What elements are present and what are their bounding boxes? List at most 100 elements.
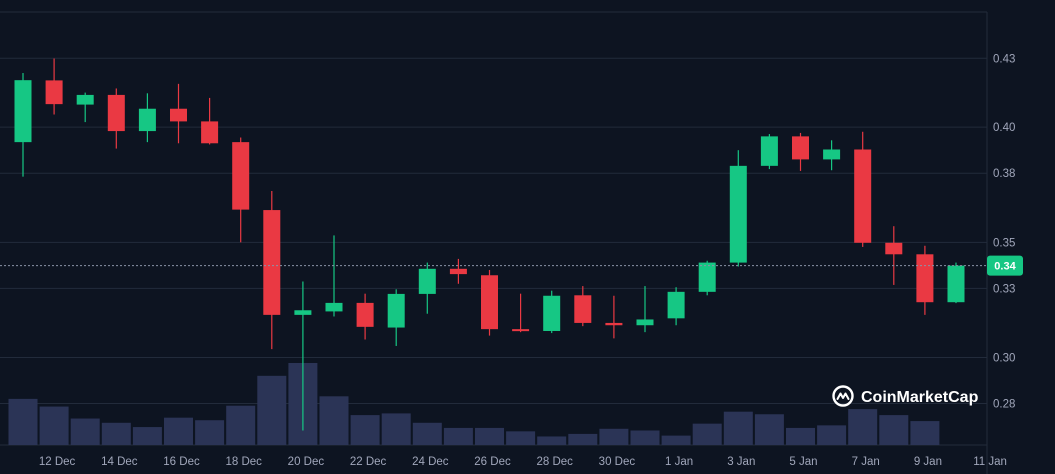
x-tick-label: 11 Jan: [973, 456, 1007, 468]
volume-bar: [257, 375, 287, 445]
candle-body: [636, 319, 654, 326]
candle-body: [512, 329, 530, 332]
volume-bar: [132, 427, 162, 445]
candle-down: [916, 245, 934, 315]
volume-bar: [910, 421, 940, 445]
candle-up: [698, 260, 716, 296]
candle-body: [916, 254, 934, 303]
x-tick-label: 14 Dec: [101, 456, 138, 468]
candle-up: [823, 140, 841, 171]
candle-down: [232, 137, 250, 243]
volume-bar: [350, 415, 380, 445]
current-price-label: 0.34: [994, 261, 1016, 273]
coinmarketcap-logo-icon: [832, 385, 854, 407]
candle-up: [418, 262, 436, 314]
volume-bar: [630, 430, 660, 445]
volume-bar: [164, 417, 193, 445]
candle-up: [667, 287, 685, 326]
volume-bar: [786, 427, 815, 445]
candle-down: [356, 293, 374, 340]
current-price-badge-bg: [987, 255, 1023, 276]
x-tick-label: 3 Jan: [727, 456, 755, 468]
x-tick-label: 28 Dec: [536, 456, 573, 468]
candle-up: [947, 262, 965, 304]
candle-up: [729, 150, 747, 267]
y-tick-label: 0.35: [993, 237, 1015, 249]
volume-bar: [692, 423, 722, 445]
volume-bar: [848, 409, 878, 445]
candle-down: [605, 295, 623, 339]
volume-bar: [101, 422, 131, 445]
candle-up: [138, 93, 156, 143]
x-tick-label: 5 Jan: [789, 456, 817, 468]
candle-down: [481, 269, 498, 336]
brand-watermark: CoinMarketCap: [832, 385, 979, 407]
candle-up: [760, 134, 778, 170]
candle-down: [449, 258, 467, 284]
brand-name: CoinMarketCap: [861, 389, 979, 406]
x-tick-label: 12 Dec: [39, 456, 76, 468]
x-tick-label: 16 Dec: [163, 456, 200, 468]
candle-up: [76, 92, 94, 123]
x-tick-label: 18 Dec: [225, 456, 262, 468]
candle-body: [729, 165, 747, 263]
volume-bar: [475, 427, 504, 445]
candle-up: [294, 281, 312, 431]
candle-body: [947, 265, 965, 303]
candle-down: [512, 293, 530, 333]
candle-body: [574, 295, 592, 323]
x-tick-label: 20 Dec: [288, 456, 325, 468]
candle-body: [449, 268, 467, 275]
candle-body: [667, 291, 685, 319]
candle-body: [76, 94, 94, 105]
x-tick-label: 26 Dec: [474, 456, 511, 468]
candle-body: [138, 108, 156, 132]
candle-down: [885, 226, 903, 285]
candle-body: [356, 302, 374, 327]
candle-up: [387, 289, 405, 346]
volume-bar: [506, 431, 536, 445]
candle-down: [854, 131, 872, 247]
volume-bar: [879, 415, 909, 445]
volume-bar: [443, 427, 473, 445]
candle-body: [792, 136, 809, 160]
volume-bar: [537, 436, 567, 445]
candle-body: [263, 210, 281, 315]
candle-body: [170, 108, 187, 122]
candle-body: [854, 149, 872, 243]
candle-body: [387, 293, 405, 328]
candle-body: [418, 268, 436, 294]
candle-down: [201, 97, 219, 145]
candle-up: [636, 286, 654, 333]
volume-bar: [412, 422, 442, 445]
candle-body: [605, 322, 623, 326]
candle-down: [574, 286, 592, 327]
candle-body: [294, 310, 312, 315]
x-tick-label: 30 Dec: [599, 456, 636, 468]
candle-up: [543, 290, 561, 334]
candle-down: [45, 58, 63, 115]
volume-bar: [599, 428, 629, 445]
candle-down: [263, 190, 281, 350]
volume-bar: [226, 405, 256, 445]
y-tick-label: 0.33: [993, 283, 1015, 295]
volume-bar: [195, 420, 225, 445]
y-tick-label: 0.43: [993, 53, 1015, 65]
candle-body: [14, 80, 32, 143]
volume-bar: [39, 406, 69, 445]
current-price-badge: 0.34: [987, 255, 1023, 276]
x-tick-label: 9 Jan: [914, 456, 942, 468]
volume-bar: [8, 398, 38, 445]
candle-body: [107, 94, 125, 132]
volume-bar: [381, 413, 411, 445]
candle-up: [325, 235, 343, 317]
y-tick-label: 0.40: [993, 122, 1015, 134]
y-tick-label: 0.38: [993, 168, 1015, 180]
volume-bar: [661, 435, 691, 445]
candle-body: [823, 149, 841, 160]
volume-bar: [754, 414, 784, 445]
volume-bar: [70, 418, 100, 445]
